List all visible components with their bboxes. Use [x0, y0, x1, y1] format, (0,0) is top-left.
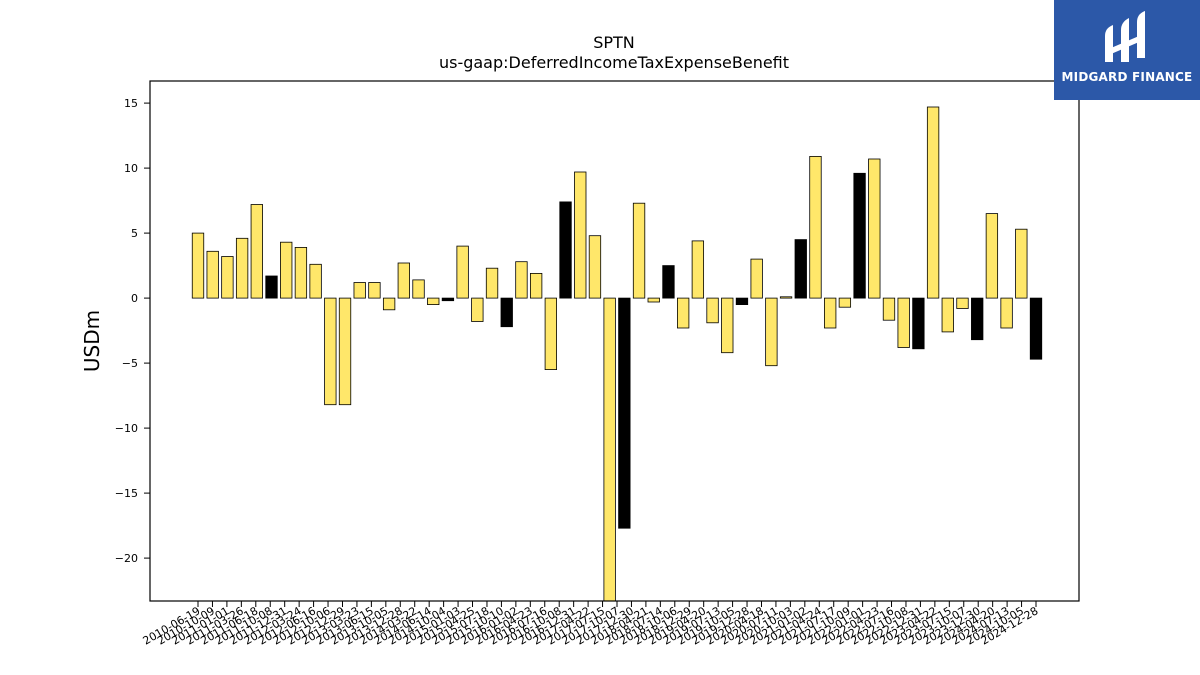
- bar: [618, 297, 631, 529]
- bar: [485, 267, 499, 299]
- bar: [985, 213, 999, 299]
- bar: [397, 262, 410, 299]
- bars-group: [191, 106, 1043, 602]
- bar: [191, 232, 205, 299]
- bar: [882, 297, 896, 321]
- bar: [868, 158, 881, 299]
- plot-frame: [149, 80, 1080, 602]
- bar: [368, 282, 381, 299]
- bar: [706, 297, 719, 324]
- bar: [794, 239, 807, 299]
- bar: [1015, 228, 1028, 299]
- chart-title: SPTN: [593, 33, 635, 52]
- bar: [338, 297, 352, 406]
- bar: [280, 241, 293, 299]
- bar: [515, 261, 528, 299]
- bar: [559, 201, 572, 299]
- bar: [1000, 297, 1013, 329]
- bar: [735, 297, 749, 306]
- bar: [250, 204, 263, 299]
- y-tick-label: −10: [115, 422, 138, 435]
- bar: [427, 297, 440, 306]
- bar: [309, 263, 322, 299]
- logo-mark-icon: [1105, 11, 1145, 62]
- bar: [265, 275, 278, 299]
- bar: [471, 297, 484, 322]
- brand-logo: MIDGARD FINANCE: [1054, 0, 1200, 100]
- bar: [809, 155, 822, 299]
- bar: [971, 297, 984, 341]
- bar: [824, 297, 837, 329]
- bar: [441, 297, 455, 302]
- bar: [912, 297, 925, 350]
- bar: [647, 297, 660, 303]
- y-tick-label: 15: [124, 97, 138, 110]
- bar: [838, 297, 852, 308]
- bar: [353, 282, 366, 299]
- bar: [235, 237, 249, 299]
- bar: [677, 297, 690, 329]
- bar: [324, 297, 337, 406]
- bar: [632, 202, 646, 299]
- bar: [765, 297, 778, 367]
- bar: [544, 297, 557, 371]
- chart-subtitle: us-gaap:DeferredIncomeTaxExpenseBenefit: [439, 53, 789, 72]
- y-tick-label: 10: [124, 162, 138, 175]
- y-tick-label: 0: [131, 292, 138, 305]
- bar: [382, 297, 396, 311]
- bar: [588, 235, 602, 299]
- y-ticks-group: 15 10 5 0 −5 −10 −15 −20: [115, 97, 150, 565]
- y-tick-label: −15: [115, 487, 138, 500]
- bar: [412, 279, 425, 299]
- bar: [941, 297, 954, 333]
- bar: [779, 296, 793, 299]
- bar: [897, 297, 910, 348]
- y-tick-label: −20: [115, 552, 138, 565]
- bar: [721, 297, 734, 354]
- bar: [926, 106, 940, 299]
- bar: [956, 297, 969, 309]
- y-axis-label: USDm: [80, 310, 104, 372]
- bar: [294, 246, 308, 299]
- bar: [853, 172, 866, 299]
- bar: [500, 297, 513, 328]
- y-tick-label: −5: [122, 357, 138, 370]
- y-tick-label: 5: [131, 227, 138, 240]
- bar: [662, 265, 675, 299]
- bar: [603, 297, 616, 602]
- bar: [574, 171, 587, 299]
- bar: [221, 256, 234, 299]
- bar: [456, 245, 469, 299]
- x-ticks-group: 2010-06-192010-10-092011-01-012011-03-26…: [141, 601, 1041, 648]
- bar: [529, 272, 543, 299]
- bar: [691, 240, 705, 299]
- bar: [750, 258, 763, 299]
- bar: [206, 250, 219, 299]
- bar: [1029, 297, 1043, 360]
- logo-text: MIDGARD FINANCE: [1061, 70, 1193, 84]
